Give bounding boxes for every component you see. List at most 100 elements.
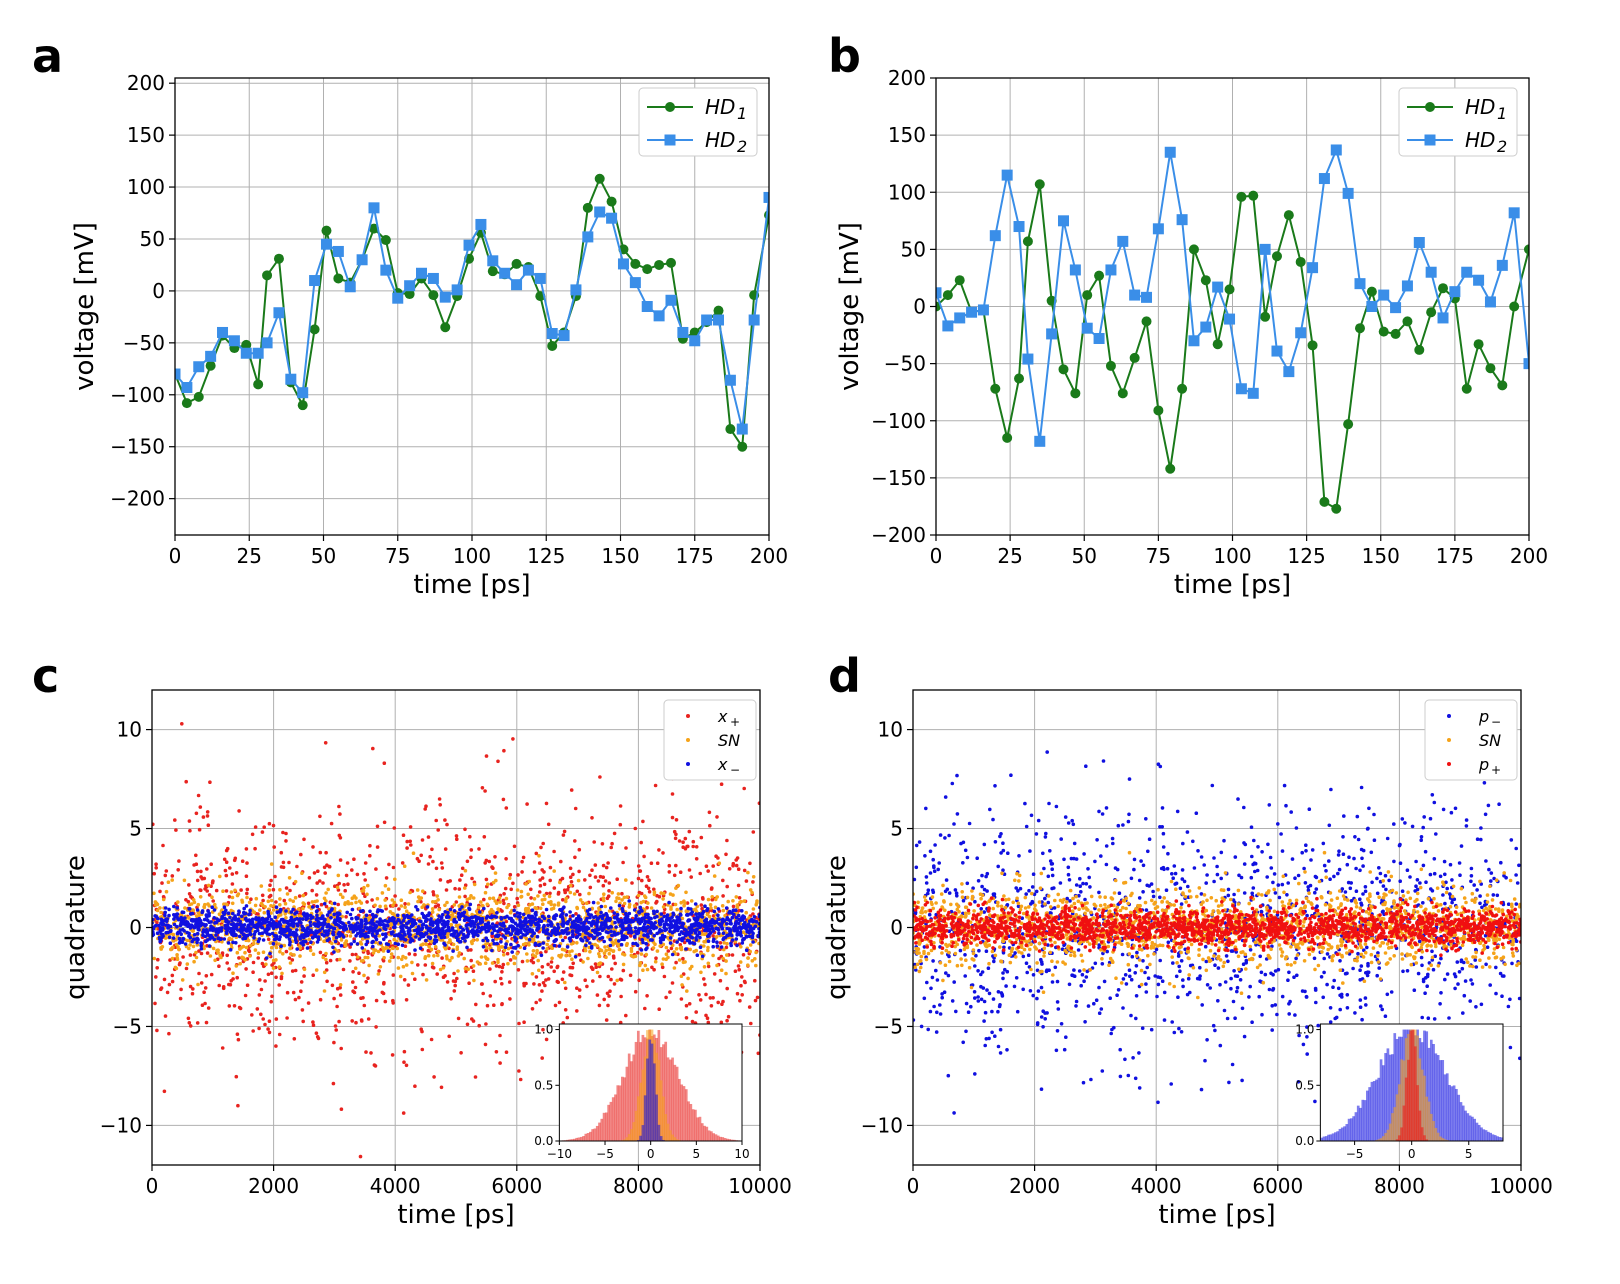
data-point (1014, 373, 1025, 384)
scatter-point (597, 952, 601, 956)
scatter-point (170, 973, 175, 978)
scatter-point (370, 918, 375, 922)
scatter-point (618, 822, 623, 827)
scatter-point (450, 926, 455, 930)
scatter-point (471, 969, 476, 973)
scatter-point (297, 914, 302, 918)
data-point (1425, 266, 1437, 278)
scatter-point (657, 1007, 661, 1011)
scatter-point (735, 943, 739, 948)
scatter-point (608, 916, 612, 921)
scatter-point (180, 978, 185, 982)
scatter-point (672, 966, 677, 970)
scatter-point (645, 932, 650, 936)
scatter-point (621, 962, 626, 967)
scatter-point (432, 1075, 436, 1079)
scatter-point (285, 1016, 289, 1020)
scatter-point (314, 1031, 319, 1035)
scatter-point (731, 899, 735, 903)
data-point (701, 314, 713, 326)
scatter-point (493, 855, 497, 859)
scatter-point (742, 915, 747, 919)
scatter-point (359, 942, 364, 946)
scatter-point (187, 1021, 192, 1025)
data-point (1177, 383, 1188, 394)
scatter-point (187, 883, 191, 887)
scatter-point (252, 941, 256, 946)
scatter-point (601, 883, 606, 888)
scatter-point (617, 903, 622, 908)
data-point (1212, 339, 1223, 350)
scatter-point (392, 900, 397, 905)
scatter-point (459, 1051, 463, 1055)
scatter-point (402, 1060, 406, 1064)
scatter-point (202, 990, 206, 994)
scatter-point (532, 870, 537, 874)
scatter-point (712, 909, 717, 914)
scatter-point (617, 947, 622, 952)
scatter-point (506, 930, 511, 935)
scatter-point (520, 870, 524, 874)
scatter-point (509, 932, 514, 936)
scatter-point (154, 862, 158, 866)
scatter-point (612, 911, 617, 915)
data-point (1200, 275, 1211, 286)
scatter-point (751, 880, 755, 884)
scatter-point (175, 906, 179, 910)
scatter-point (563, 986, 568, 991)
scatter-point (499, 940, 503, 944)
scatter-point (396, 913, 400, 918)
scatter-point (450, 955, 454, 960)
scatter-point (570, 957, 574, 961)
x-tick-label: 150 (1362, 544, 1400, 568)
scatter-point (484, 858, 489, 863)
scatter-point (521, 933, 525, 937)
scatter-point (277, 965, 282, 969)
x-tick-label: 25 (997, 544, 1022, 568)
scatter-point (489, 915, 494, 920)
scatter-point (177, 962, 182, 967)
scatter-point (316, 935, 321, 939)
scatter-point (359, 959, 364, 963)
scatter-point (505, 905, 509, 910)
scatter-point (237, 956, 241, 960)
scatter-point (717, 861, 722, 865)
scatter-point (381, 945, 385, 950)
data-point (1141, 291, 1153, 303)
scatter-point (482, 906, 486, 911)
scatter-point (674, 960, 678, 965)
scatter-point (423, 807, 428, 811)
scatter-point (469, 894, 473, 898)
scatter-point (152, 891, 156, 896)
scatter-point (371, 933, 375, 938)
scatter-point (689, 875, 693, 879)
scatter-point (512, 844, 517, 849)
scatter-point (548, 891, 552, 896)
scatter-point (261, 950, 266, 954)
scatter-point (529, 896, 533, 900)
scatter-point (256, 951, 261, 956)
scatter-point (695, 915, 699, 919)
scatter-point (699, 970, 703, 975)
scatter-point (613, 961, 617, 966)
scatter-point (299, 941, 303, 945)
scatter-point (596, 879, 601, 883)
scatter-point (211, 946, 216, 951)
scatter-point (505, 951, 510, 956)
scatter-point (606, 894, 611, 898)
scatter-point (577, 952, 582, 957)
scatter-point (225, 961, 229, 965)
scatter-point (163, 873, 168, 878)
scatter-point (687, 868, 692, 872)
scatter-point (606, 861, 610, 865)
scatter-point (175, 953, 179, 957)
scatter-point (171, 936, 176, 940)
scatter-point (542, 893, 547, 898)
scatter-point (461, 932, 466, 937)
scatter-point (313, 899, 317, 904)
scatter-point (221, 889, 225, 893)
data-point (1070, 388, 1081, 399)
data-point (1260, 311, 1271, 322)
scatter-point (604, 948, 608, 953)
legend: HD 1HD 2 (1398, 87, 1518, 157)
